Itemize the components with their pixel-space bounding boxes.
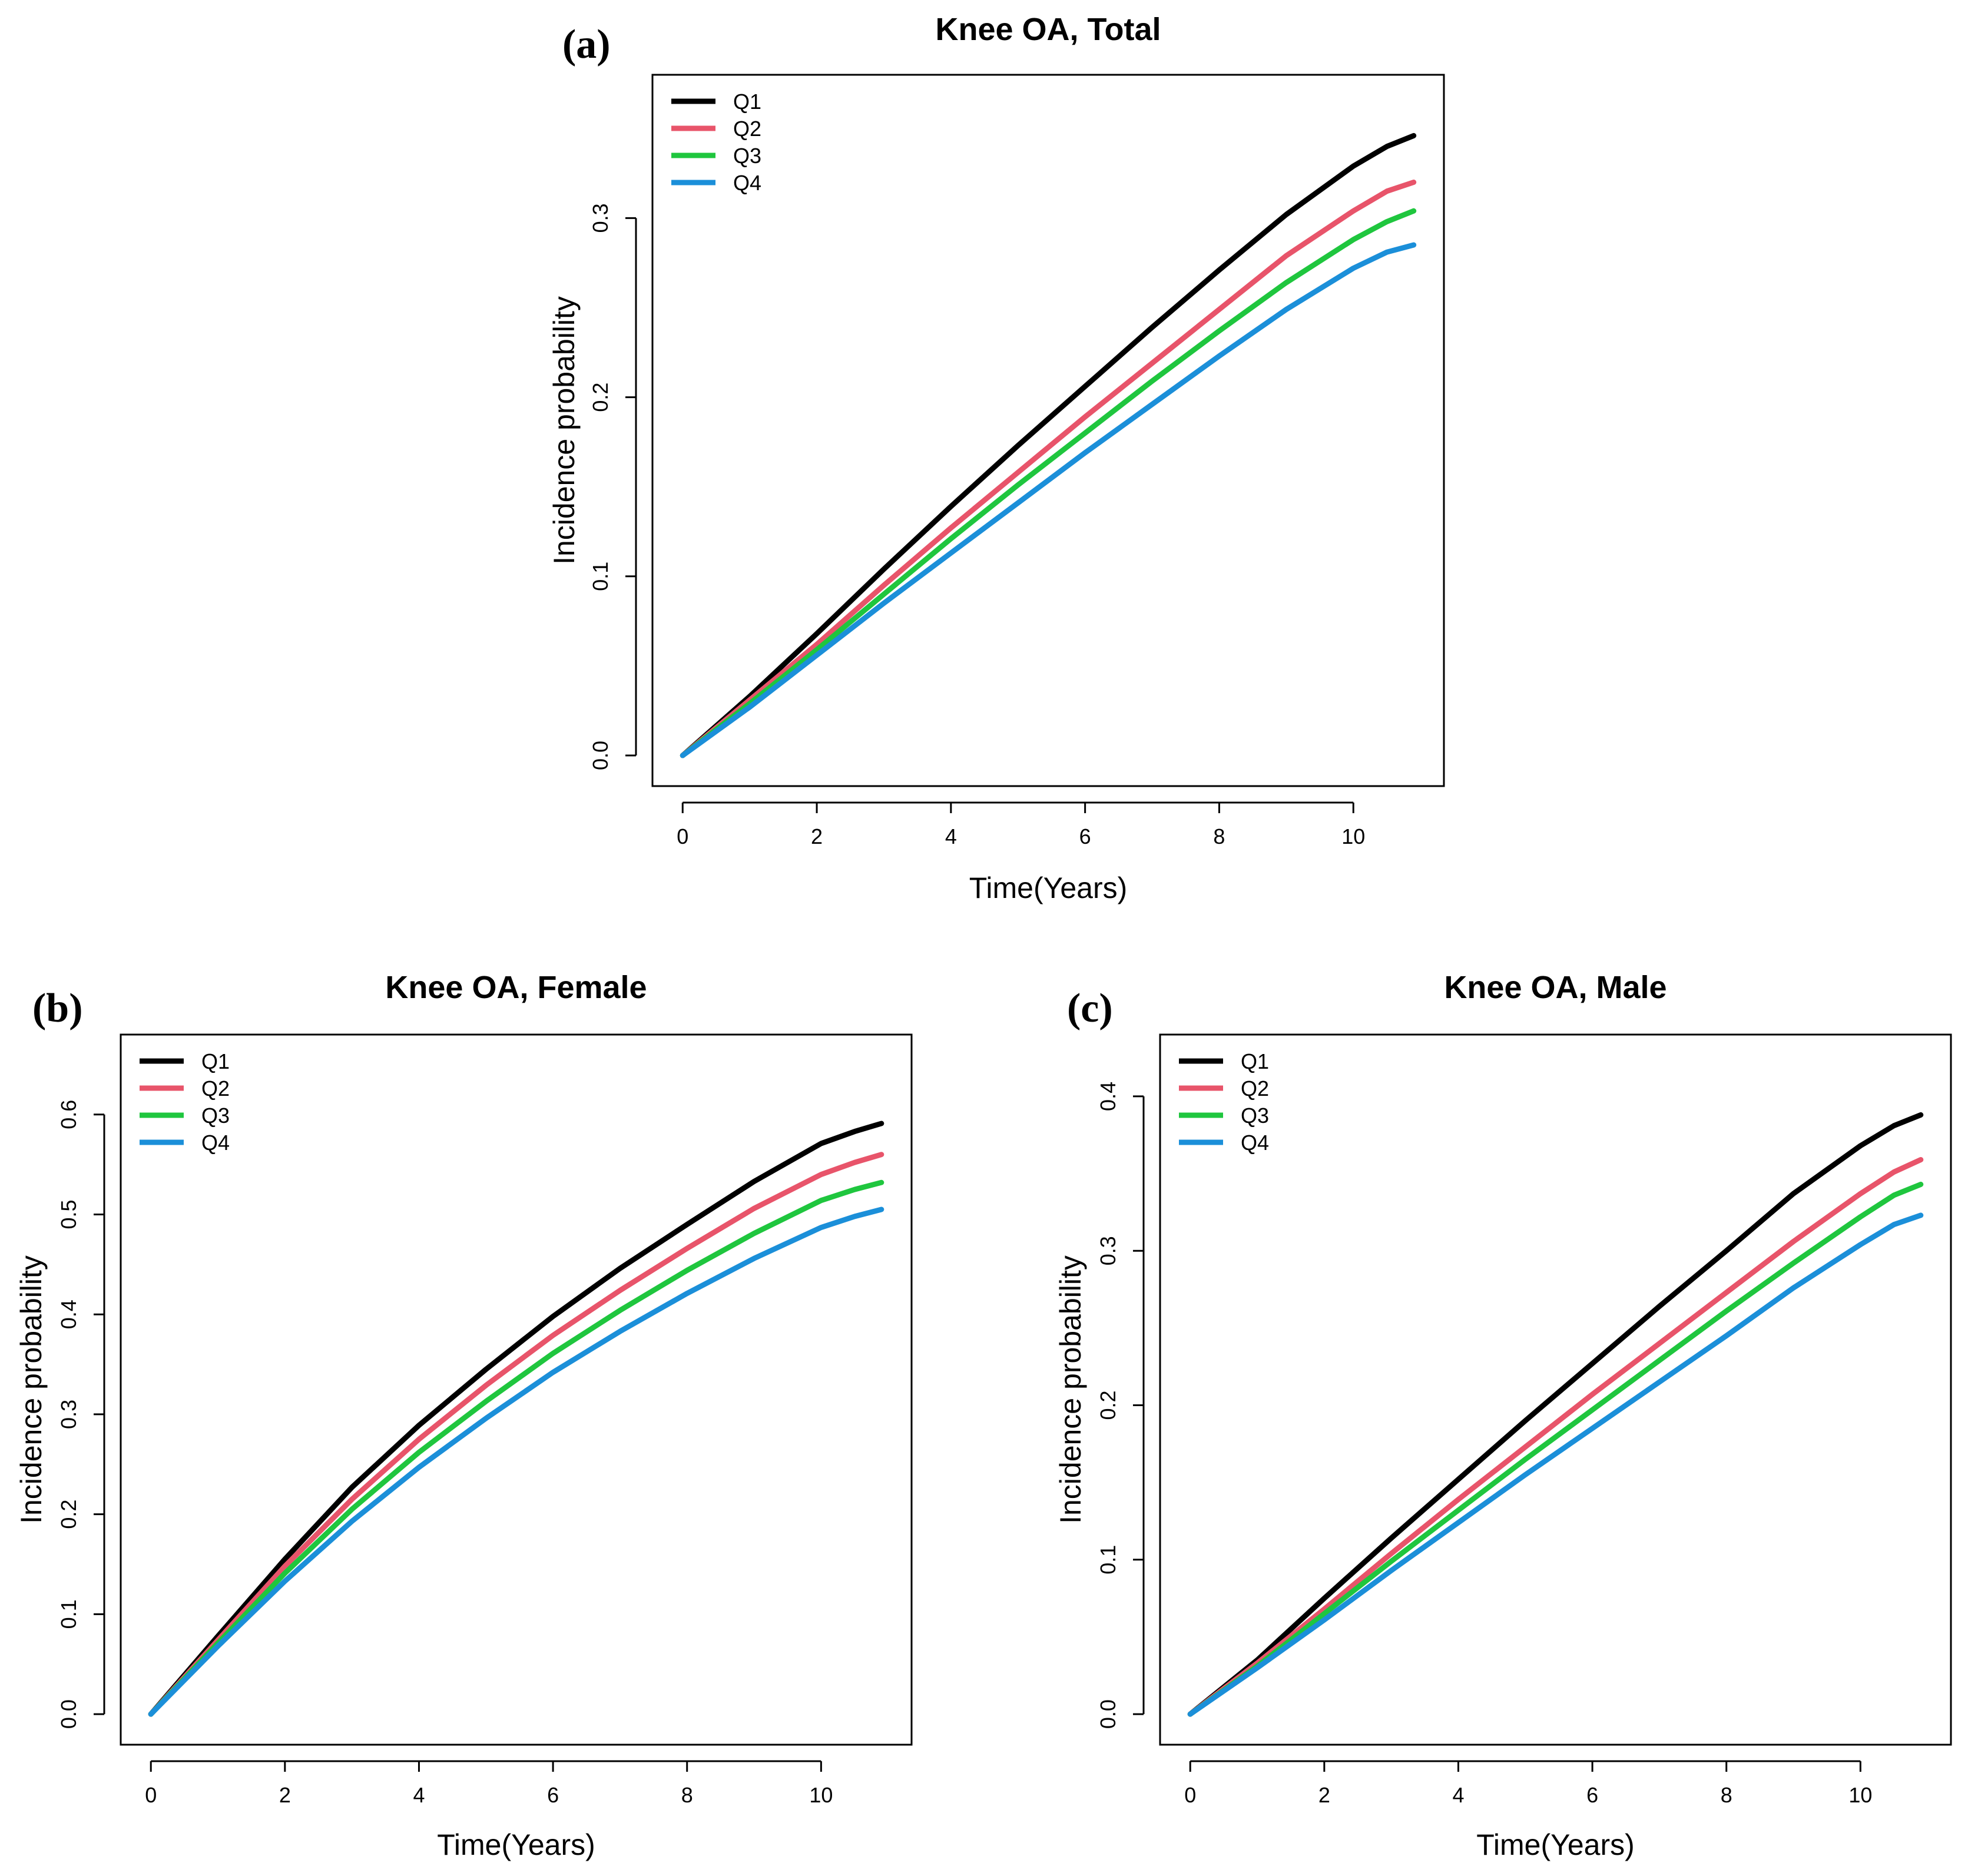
y-tick-label: 0.0: [1096, 1699, 1120, 1729]
panel-label: (b): [32, 986, 83, 1031]
legend-label: Q3: [733, 144, 761, 168]
y-axis-label: Incidence probability: [1054, 1255, 1087, 1524]
x-tick-label: 10: [1341, 824, 1365, 848]
legend-label: Q4: [1241, 1131, 1269, 1155]
legend-label: Q1: [201, 1049, 230, 1073]
x-tick-label: 10: [1848, 1783, 1872, 1807]
legend-label: Q3: [1241, 1103, 1269, 1128]
chart-title: Knee OA, Female: [385, 970, 647, 1005]
x-tick-label: 6: [547, 1783, 559, 1807]
x-tick-label: 4: [945, 824, 957, 848]
x-tick-label: 8: [1721, 1783, 1732, 1807]
y-tick-label: 0.5: [57, 1199, 81, 1229]
y-axis-label: Incidence probability: [548, 296, 581, 565]
panel-a: (a) Knee OA, Total 0 2 4 6 8 10 0.0 0.1 0.2 0.3 Time…: [548, 12, 1445, 904]
series-line-q3: [680, 208, 1417, 758]
y-tick-label: 0.2: [588, 383, 612, 412]
legend-label: Q2: [201, 1076, 230, 1101]
series-line-q3: [1187, 1181, 1924, 1717]
panel-b: (b) Knee OA, Female 0 2 4 6 8 10 0.0 0.1 0.2 0.3 0.4…: [15, 970, 913, 1861]
x-tick-label: 8: [1213, 824, 1225, 848]
series-line-q1: [680, 132, 1417, 758]
y-tick-label: 0.2: [1096, 1390, 1120, 1420]
legend-label: Q3: [201, 1103, 230, 1128]
x-tick-label: 8: [681, 1783, 693, 1807]
x-tick-label: 6: [1586, 1783, 1598, 1807]
series-line-q4: [680, 242, 1417, 758]
series-line-q1: [148, 1121, 884, 1717]
x-axis-label: Time(Years): [969, 871, 1128, 904]
legend-label: Q4: [733, 171, 761, 195]
plot-frame: [120, 1033, 913, 1746]
y-tick-label: 0.3: [588, 203, 612, 233]
x-tick-label: 2: [279, 1783, 291, 1807]
plot-frame: [1159, 1033, 1952, 1746]
x-tick-label: 6: [1079, 824, 1091, 848]
series-line-q2: [148, 1152, 884, 1717]
y-axis-label: Incidence probability: [15, 1255, 48, 1524]
chart-title: Knee OA, Total: [935, 12, 1161, 47]
x-tick-label: 0: [677, 824, 688, 848]
legend-label: Q1: [733, 90, 761, 114]
x-axis-label: Time(Years): [437, 1828, 595, 1861]
series-line-q1: [1187, 1112, 1924, 1717]
x-tick-label: 2: [1318, 1783, 1330, 1807]
panel-c: (c) Knee OA, Male 0 2 4 6 8 10 0.0 0.1 0.2 0.3 0.4 Ti…: [1054, 970, 1952, 1861]
y-tick-label: 0.1: [1096, 1545, 1120, 1575]
series-line-q2: [1187, 1157, 1924, 1717]
y-tick-label: 0.2: [57, 1500, 81, 1529]
x-tick-label: 2: [811, 824, 823, 848]
y-tick-label: 0.4: [57, 1300, 81, 1329]
series-line-q2: [680, 180, 1417, 758]
panel-label: (a): [562, 22, 611, 67]
y-tick-label: 0.3: [57, 1400, 81, 1429]
plot-frame: [651, 74, 1445, 787]
y-tick-label: 0.4: [1096, 1082, 1120, 1111]
x-tick-label: 0: [1184, 1783, 1196, 1807]
x-tick-label: 4: [413, 1783, 425, 1807]
x-tick-label: 10: [809, 1783, 833, 1807]
x-tick-label: 4: [1452, 1783, 1464, 1807]
legend-label: Q2: [1241, 1076, 1269, 1101]
y-tick-label: 0.6: [57, 1100, 81, 1129]
x-tick-label: 0: [145, 1783, 157, 1807]
y-tick-label: 0.0: [588, 741, 612, 770]
legend-label: Q4: [201, 1131, 230, 1155]
panel-label: (c): [1067, 986, 1113, 1031]
series-line-q3: [148, 1179, 884, 1717]
x-axis-label: Time(Years): [1476, 1828, 1635, 1861]
series-line-q4: [148, 1207, 884, 1717]
chart-title: Knee OA, Male: [1444, 970, 1666, 1005]
y-tick-label: 0.3: [1096, 1236, 1120, 1265]
series-line-q4: [1187, 1212, 1924, 1717]
y-tick-label: 0.1: [57, 1599, 81, 1629]
legend-label: Q1: [1241, 1049, 1269, 1073]
legend-label: Q2: [733, 117, 761, 141]
y-tick-label: 0.0: [57, 1699, 81, 1729]
y-tick-label: 0.1: [588, 562, 612, 591]
